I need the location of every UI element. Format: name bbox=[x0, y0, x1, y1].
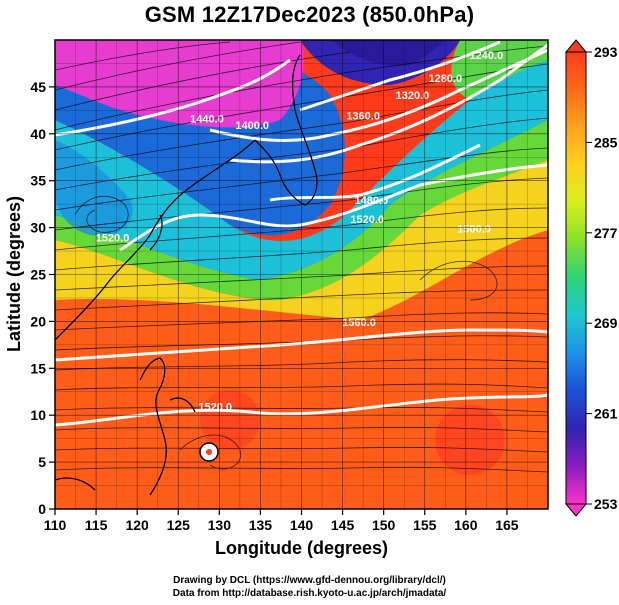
y-tick-label: 0 bbox=[38, 501, 46, 517]
x-tick-label: 140 bbox=[290, 517, 314, 533]
y-axis-title: Latitude (degrees) bbox=[4, 196, 24, 352]
contour-label: 1320.0 bbox=[396, 90, 430, 102]
streamlines bbox=[55, 41, 548, 473]
colorbar-bar bbox=[565, 51, 587, 505]
height-contours bbox=[55, 40, 548, 427]
contour-label: 1440.0 bbox=[190, 114, 224, 126]
colorbar-tick-label: 277 bbox=[594, 225, 618, 241]
x-tick-label: 110 bbox=[44, 517, 67, 533]
y-tick-label: 25 bbox=[30, 267, 46, 283]
y-tick-label: 5 bbox=[38, 454, 46, 470]
contour-label: 1520.0 bbox=[96, 233, 130, 245]
contour-label: 1520.0 bbox=[350, 214, 384, 226]
contour-label: 1400.0 bbox=[235, 120, 269, 132]
x-tick-label: 115 bbox=[85, 517, 108, 533]
colorbar-top-arrow bbox=[564, 39, 588, 53]
contour-label: 1480.0 bbox=[355, 195, 389, 207]
contour-label: 1240.0 bbox=[470, 50, 504, 62]
x-tick-label: 150 bbox=[372, 517, 396, 533]
y-tick-label: 45 bbox=[30, 79, 46, 95]
x-tick-label: 155 bbox=[413, 517, 437, 533]
contour-label: 1360.0 bbox=[346, 111, 380, 123]
y-tick-label: 10 bbox=[30, 407, 46, 423]
colorbar-tick-label: 261 bbox=[594, 406, 618, 422]
credit-data-source: Data from http://database.rish.kyoto-u.a… bbox=[172, 588, 447, 599]
y-tick-label: 30 bbox=[30, 220, 46, 236]
colorbar-tick-label: 293 bbox=[594, 44, 618, 60]
x-tick-label: 145 bbox=[331, 517, 355, 533]
colorbar-bottom-arrow bbox=[564, 503, 588, 517]
colorbar-ticks: 293 285 277 269 261 253 bbox=[586, 44, 618, 512]
colorbar-tick-label: 253 bbox=[594, 496, 618, 512]
x-axis: 110 115 120 125 130 135 140 145 150 155 160 165 bbox=[44, 509, 519, 533]
colorbar-tick-label: 285 bbox=[594, 134, 618, 150]
x-tick-label: 135 bbox=[249, 517, 273, 533]
y-tick-label: 20 bbox=[30, 313, 46, 329]
x-tick-label: 160 bbox=[454, 517, 478, 533]
vortex-marker bbox=[199, 442, 219, 462]
y-tick-label: 40 bbox=[30, 126, 46, 142]
x-axis-title: Longitude (degrees) bbox=[215, 538, 388, 558]
colorbar-tick-label: 269 bbox=[594, 315, 618, 331]
x-tick-label: 125 bbox=[167, 517, 191, 533]
y-axis: 0 5 10 15 20 25 30 35 40 45 bbox=[30, 79, 55, 517]
coastlines bbox=[55, 54, 318, 496]
x-tick-label: 120 bbox=[125, 517, 149, 533]
x-tick-label: 130 bbox=[208, 517, 232, 533]
contour-label: 1500.0 bbox=[457, 223, 491, 235]
plot-title: GSM 12Z17Dec2023 (850.0hPa) bbox=[144, 2, 475, 27]
grid bbox=[54, 40, 548, 510]
x-tick-label: 165 bbox=[495, 517, 519, 533]
colorbar: 293 285 277 269 261 253 bbox=[564, 39, 618, 517]
credit-dcl: Drawing by DCL (https://www.gfd-dennou.o… bbox=[173, 575, 446, 586]
contour-label: 1520.0 bbox=[198, 402, 232, 414]
y-tick-label: 35 bbox=[30, 173, 46, 189]
contour-label: 1560.0 bbox=[342, 317, 376, 329]
contour-label: 1280.0 bbox=[428, 73, 462, 85]
y-tick-label: 15 bbox=[30, 360, 46, 376]
